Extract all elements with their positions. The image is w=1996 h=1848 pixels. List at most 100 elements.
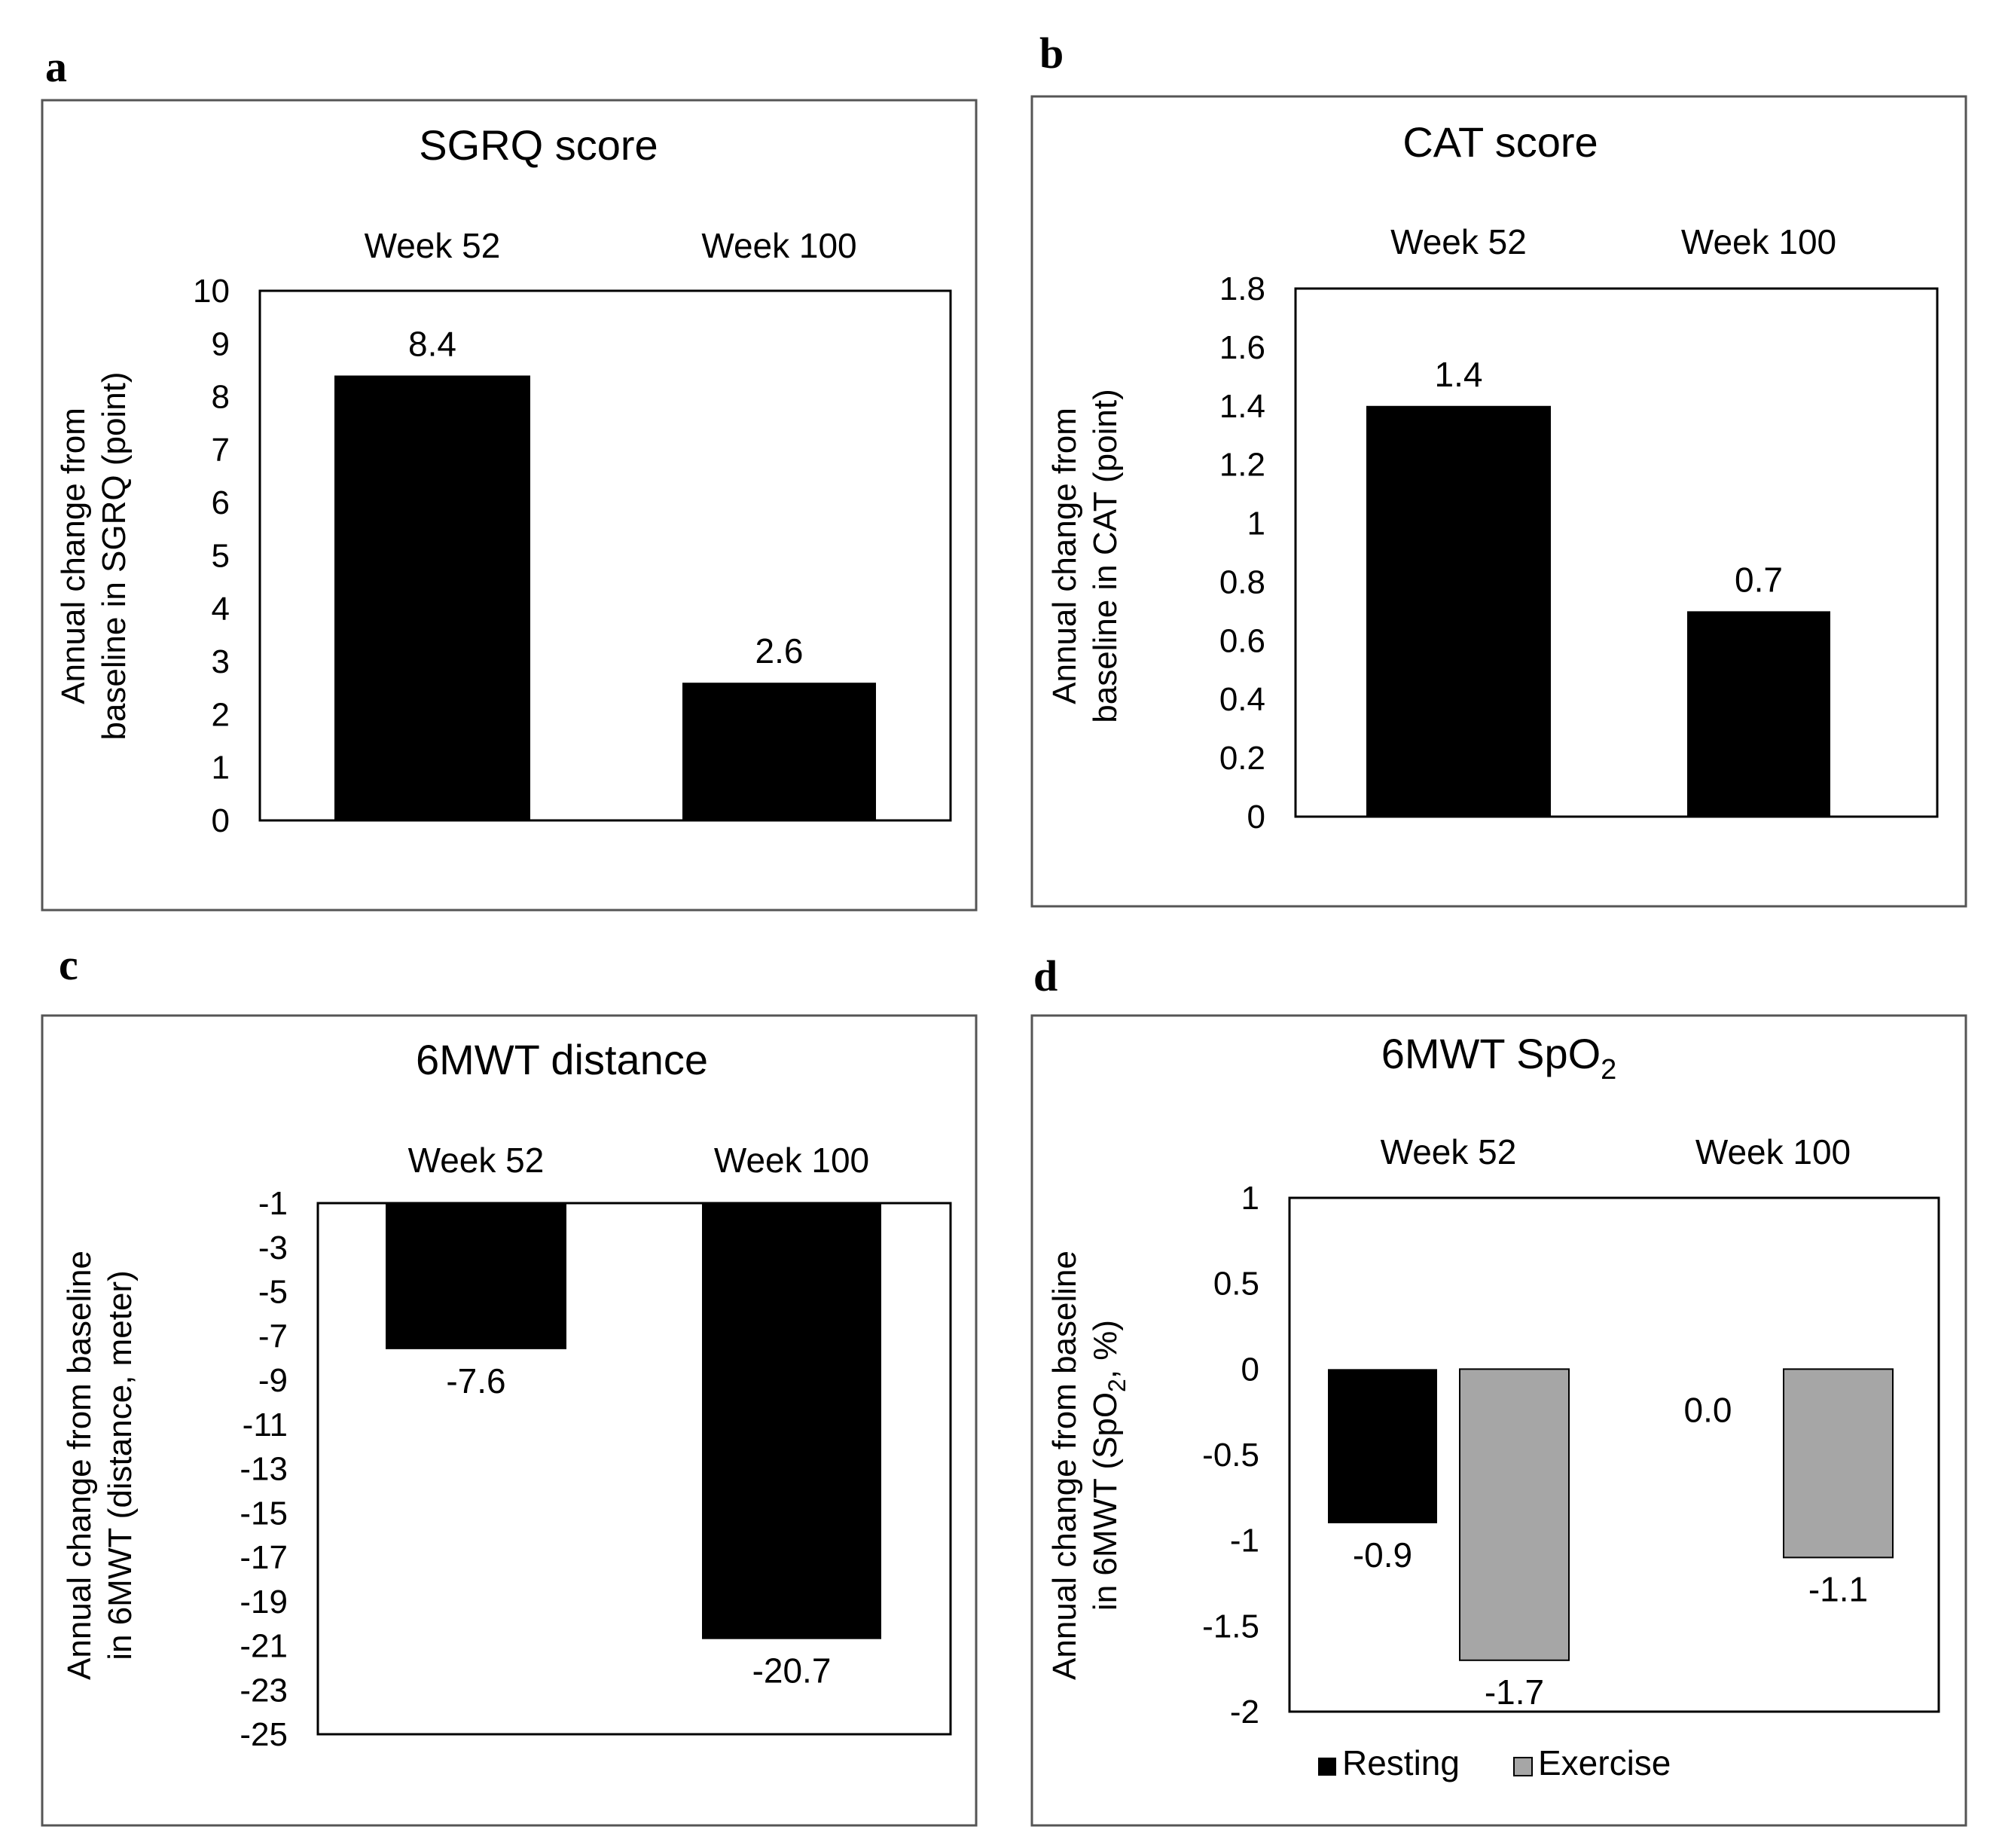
y-tick-label: 0.5 (1213, 1266, 1259, 1303)
y-axis-title-line2: baseline in SGRQ (point) (96, 371, 133, 740)
y-tick-label: 3 (212, 643, 230, 680)
category-label: Week 100 (714, 1141, 869, 1180)
y-tick-label: -3 (258, 1229, 288, 1266)
legend-swatch-exercise (1513, 1757, 1533, 1776)
y-axis-title: Annual change from baseline in CAT (point… (1046, 389, 1124, 722)
category-label: Week 52 (365, 226, 501, 265)
chart-cat-score: CAT score 0 0.2 0.4 0.6 0.8 1 1.2 1.4 1.6 1.8 Week … (1046, 118, 1939, 835)
y-tick-label: -9 (258, 1362, 288, 1399)
chart-title: CAT score (1402, 118, 1598, 166)
plot-area (316, 1202, 952, 1736)
bar-value (702, 1203, 881, 1639)
y-tick-label: 10 (193, 273, 230, 310)
chart-6mwt-spo2: 6MWT SpO2 -2 -1.5 -1 -0.5 0 0.5 1 Week 52 Week 10… (1046, 1030, 1940, 1782)
y-tick-label: 7 (212, 432, 230, 469)
plot-area (1288, 1196, 1940, 1713)
y-tick-label: 0.2 (1219, 740, 1265, 777)
chart-6mwt-distance: 6MWT distance -25 -23 -21 -19 -17 -15 -13 -11 -9 -… (61, 1036, 952, 1753)
bar-resting (1328, 1369, 1437, 1523)
y-axis-title-line2: baseline in CAT (point) (1087, 389, 1124, 722)
category-label: Week 100 (1681, 222, 1836, 261)
category-label: Week 100 (701, 226, 856, 265)
plot-area (258, 289, 952, 822)
category-label: Week 52 (1381, 1132, 1517, 1171)
y-tick-label: 0 (212, 802, 230, 839)
panel-letter-b: b (1039, 29, 1064, 78)
bar-value (682, 683, 876, 820)
y-tick-label: 0.8 (1219, 564, 1265, 600)
legend-label-resting: Resting (1342, 1743, 1460, 1782)
panel-letter-c: c (59, 940, 78, 989)
y-tick-label: -17 (240, 1539, 288, 1576)
y-tick-label: 8 (212, 379, 230, 416)
chart-title: SGRQ score (419, 121, 658, 169)
panel-letter-d: d (1033, 951, 1058, 1000)
data-label: -7.6 (446, 1361, 505, 1401)
y-axis-title-line1: Annual change from baseline (61, 1251, 98, 1680)
category-label: Week 52 (408, 1141, 545, 1180)
data-label: -0.9 (1353, 1535, 1412, 1575)
data-label: 0.7 (1735, 560, 1783, 599)
data-label: -20.7 (752, 1651, 832, 1691)
y-tick-label: 0 (1247, 799, 1265, 835)
y-axis-title-line1: Annual change from (55, 408, 92, 704)
y-tick-label: -1 (1230, 1523, 1259, 1559)
legend-label-exercise: Exercise (1538, 1743, 1671, 1782)
bar-value (334, 375, 530, 821)
y-axis-title-suffix: , %) (1087, 1320, 1124, 1379)
y-tick-label: -1.5 (1202, 1608, 1259, 1645)
y-tick-label: -19 (240, 1584, 288, 1620)
category-label: Week 100 (1695, 1132, 1851, 1171)
y-axis-title: Annual change from baseline in 6MWT (dist… (61, 1251, 139, 1680)
y-tick-label: -15 (240, 1495, 288, 1532)
y-tick-label: 2 (212, 696, 230, 733)
y-axis-title-line1: Annual change from (1046, 408, 1083, 704)
y-axis-title: Annual change from baseline in SGRQ (poin… (55, 371, 133, 740)
chart-sgrq-score: SGRQ score 0 1 2 3 4 5 6 7 8 9 10 Week 52 Week 100 8.4… (55, 121, 952, 839)
bar-exercise (1459, 1368, 1570, 1661)
y-tick-label: 0.6 (1219, 622, 1265, 659)
panel-c-frame (41, 1014, 978, 1827)
data-label: 1.4 (1435, 355, 1483, 394)
y-tick-label: -21 (240, 1628, 288, 1665)
y-tick-label: 1.6 (1219, 329, 1265, 366)
y-tick-label: -11 (243, 1407, 288, 1443)
data-label: -1.1 (1808, 1569, 1868, 1608)
bar-value (386, 1203, 566, 1349)
panel-b-frame (1030, 95, 1967, 908)
data-label: -1.7 (1485, 1672, 1544, 1712)
y-tick-label: 1 (1247, 506, 1265, 542)
y-tick-label: -2 (1230, 1694, 1259, 1730)
data-label: 0.0 (1684, 1390, 1732, 1429)
y-tick-label: 1.4 (1219, 388, 1265, 425)
y-tick-label: -13 (240, 1451, 288, 1488)
legend-swatch-resting (1318, 1758, 1336, 1776)
y-tick-label: -25 (240, 1716, 288, 1753)
category-label: Week 52 (1390, 222, 1527, 261)
panel-letter-a: a (45, 42, 67, 91)
y-tick-label: 5 (212, 538, 230, 575)
y-tick-label: 1.8 (1219, 270, 1265, 307)
y-tick-label: 4 (212, 591, 230, 628)
data-label: 2.6 (755, 631, 804, 670)
y-tick-label: 9 (212, 325, 230, 362)
y-axis-title-line1: Annual change from baseline (1046, 1251, 1083, 1680)
chart-title: 6MWT distance (416, 1036, 708, 1083)
bar-exercise (1783, 1368, 1894, 1559)
y-tick-label: 1 (1241, 1180, 1259, 1217)
chart-title-subscript: 2 (1601, 1054, 1616, 1086)
y-tick-label: 0.4 (1219, 681, 1265, 718)
y-tick-label: -0.5 (1202, 1437, 1259, 1474)
y-tick-label: 0 (1241, 1351, 1259, 1388)
data-label: 8.4 (408, 324, 456, 363)
y-axis-title-line2: in 6MWT (SpO (1087, 1392, 1124, 1611)
y-axis-title: Annual change from baseline in 6MWT (SpO2… (1046, 1251, 1131, 1680)
plot-area (1294, 287, 1939, 818)
chart-title-main: 6MWT SpO (1381, 1030, 1601, 1077)
chart-title: 6MWT SpO2 (1381, 1030, 1617, 1086)
bar-value (1366, 405, 1551, 817)
y-tick-label: 6 (212, 484, 230, 521)
legend: Resting Exercise (1318, 1743, 1671, 1782)
bar-value (1687, 611, 1830, 817)
